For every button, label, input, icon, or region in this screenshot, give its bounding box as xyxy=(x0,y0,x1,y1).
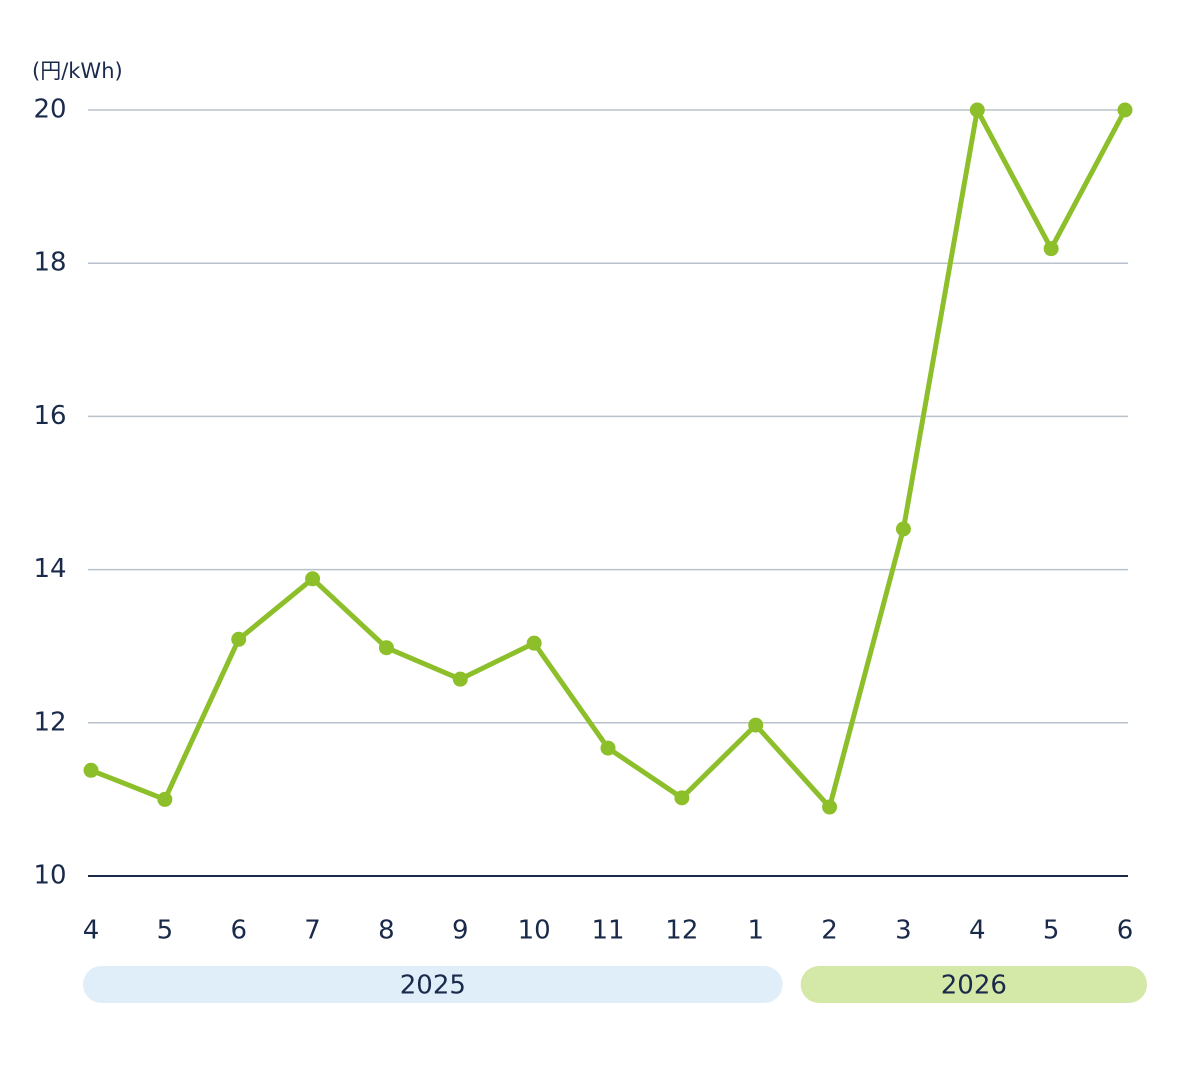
point xyxy=(378,640,394,656)
point xyxy=(452,671,468,687)
point xyxy=(231,631,247,647)
point xyxy=(748,717,764,733)
point xyxy=(1043,241,1059,257)
point xyxy=(526,635,542,651)
x-tick-label: 8 xyxy=(378,916,395,946)
year-label: 2025 xyxy=(400,971,466,1001)
x-tick-label: 7 xyxy=(304,916,321,946)
y-tick-label: 20 xyxy=(33,95,66,125)
x-tick-label: 6 xyxy=(230,916,247,946)
year-band xyxy=(800,966,1147,1003)
point xyxy=(83,762,99,778)
point xyxy=(969,102,985,118)
point xyxy=(600,740,616,756)
year-label: 2026 xyxy=(941,971,1007,1001)
x-tick-label: 5 xyxy=(1043,916,1060,946)
y-tick-label: 14 xyxy=(33,554,66,584)
x-tick-label: 5 xyxy=(157,916,174,946)
x-tick-label: 4 xyxy=(83,916,100,946)
x-tick-label: 11 xyxy=(591,916,624,946)
point xyxy=(157,791,173,807)
y-tick-label: 16 xyxy=(33,401,66,431)
y-tick-label: 18 xyxy=(33,248,66,278)
line xyxy=(90,107,1128,810)
point xyxy=(822,799,838,815)
point xyxy=(895,521,911,537)
x-tick-label: 3 xyxy=(895,916,912,946)
year-band xyxy=(83,966,783,1003)
x-tick-label: 1 xyxy=(747,916,764,946)
point xyxy=(305,571,321,587)
x-tick-label: 12 xyxy=(665,916,698,946)
x-tick-label: 6 xyxy=(1117,916,1134,946)
y-tick-label: 10 xyxy=(33,861,66,891)
x-tick-label: 2 xyxy=(821,916,838,946)
y-tick-label: 12 xyxy=(33,707,66,737)
y-axis-label: (円/kWh) xyxy=(32,59,123,83)
x-tick-label: 9 xyxy=(452,916,469,946)
x-tick-label: 4 xyxy=(969,916,986,946)
point xyxy=(674,790,690,806)
point xyxy=(1117,102,1133,118)
x-tick-label: 10 xyxy=(518,916,551,946)
